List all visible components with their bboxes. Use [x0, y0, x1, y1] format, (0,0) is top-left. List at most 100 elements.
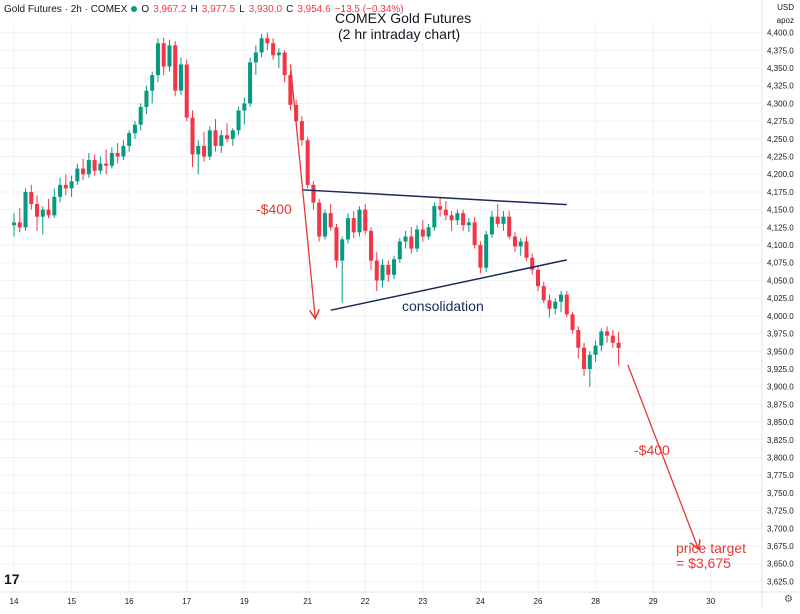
- candle-body: [616, 342, 621, 348]
- candle-body: [236, 110, 241, 131]
- y-tick-label: 4,225.0: [767, 153, 794, 162]
- candle-body: [363, 209, 368, 231]
- open-value: 3,967.2: [153, 3, 187, 15]
- candle-body: [403, 236, 408, 242]
- candle-body: [92, 160, 97, 171]
- tradingview-logo-icon[interactable]: 17: [4, 571, 20, 587]
- candle-body: [190, 117, 195, 155]
- candle-body: [167, 45, 172, 67]
- x-tick-label: 16: [125, 597, 134, 606]
- candle-body: [587, 354, 592, 369]
- symbol-header: Gold Futures · 2h · COMEX O 3,967.2 H 3,97…: [0, 0, 764, 18]
- candle-body: [98, 163, 103, 171]
- candle-body: [547, 300, 552, 309]
- unit-label[interactable]: apoz: [776, 16, 794, 25]
- candle-body: [58, 184, 63, 197]
- candle-body: [150, 75, 155, 91]
- y-tick-label: 4,300.0: [767, 99, 794, 108]
- candle-body: [259, 38, 264, 53]
- candle-body: [553, 301, 558, 309]
- symbol-label[interactable]: Gold Futures · 2h · COMEX: [4, 3, 128, 15]
- y-tick-label: 3,800.0: [767, 453, 794, 462]
- candle-body: [299, 121, 304, 141]
- candle-body: [397, 241, 402, 260]
- candle-body: [178, 64, 183, 91]
- candle-body: [443, 209, 448, 216]
- chart-subtitle: (2 hr intraday chart): [338, 26, 460, 42]
- y-tick-label: 4,200.0: [767, 170, 794, 179]
- candle-body: [501, 216, 506, 224]
- y-tick-label: 4,275.0: [767, 117, 794, 126]
- candle-body: [115, 152, 120, 157]
- candle-body: [605, 331, 610, 336]
- low-value: 3,930.0: [248, 3, 283, 15]
- x-tick-label: 29: [649, 597, 658, 606]
- low-label: L: [239, 3, 245, 15]
- candle-body: [351, 218, 356, 233]
- annotation-target-value: = $3,675: [676, 555, 731, 571]
- candle-body: [248, 62, 253, 104]
- candle-body: [219, 135, 224, 146]
- y-tick-label: 4,050.0: [767, 276, 794, 285]
- candle-body: [29, 191, 34, 204]
- y-tick-label: 4,400.0: [767, 29, 794, 38]
- candle-body: [559, 294, 564, 302]
- y-tick-label: 3,850.0: [767, 418, 794, 427]
- currency-label[interactable]: USD: [777, 3, 794, 12]
- x-tick-label: 22: [361, 597, 370, 606]
- candle-body: [489, 216, 494, 235]
- candle-body: [345, 218, 350, 240]
- y-tick-label: 4,325.0: [767, 82, 794, 91]
- candle-body: [132, 124, 137, 134]
- candle-body: [127, 133, 132, 146]
- candle-body: [86, 160, 91, 175]
- y-tick-label: 4,250.0: [767, 135, 794, 144]
- change-value: −13.5 (−0.34%): [334, 3, 404, 15]
- high-value: 3,977.5: [201, 3, 236, 15]
- y-tick-label: 3,875.0: [767, 400, 794, 409]
- candle-body: [507, 216, 512, 237]
- y-tick-label: 4,025.0: [767, 294, 794, 303]
- candle-body: [276, 52, 281, 56]
- candle-body: [541, 286, 546, 301]
- candle-body: [368, 230, 374, 261]
- y-tick-label: 4,350.0: [767, 64, 794, 73]
- y-tick-label: 4,150.0: [767, 206, 794, 215]
- candle-body: [207, 130, 212, 157]
- candle-body: [69, 181, 74, 189]
- y-tick-label: 3,825.0: [767, 436, 794, 445]
- candle-body: [138, 106, 143, 125]
- candle-body: [461, 213, 466, 226]
- y-tick-label: 4,075.0: [767, 259, 794, 268]
- candle-body: [17, 222, 22, 228]
- candle-body: [196, 145, 201, 155]
- candle-body: [271, 43, 276, 56]
- candle-body: [121, 145, 126, 157]
- candle-body: [484, 234, 489, 268]
- candle-body: [380, 264, 385, 281]
- candle-body: [392, 259, 397, 275]
- x-tick-label: 24: [476, 597, 485, 606]
- candle-body: [409, 236, 414, 249]
- high-label: H: [190, 3, 198, 15]
- candle-body: [81, 168, 86, 175]
- candle-body: [294, 104, 299, 122]
- candles: [11, 32, 621, 387]
- y-tick-label: 3,675.0: [767, 542, 794, 551]
- candle-body: [11, 222, 17, 226]
- candle-body: [582, 347, 587, 369]
- candle-body: [46, 209, 51, 216]
- candle-body: [63, 184, 68, 189]
- open-label: O: [141, 3, 150, 15]
- y-tick-label: 3,925.0: [767, 365, 794, 374]
- candle-body: [265, 38, 270, 44]
- x-tick-label: 28: [591, 597, 600, 606]
- candle-body: [242, 103, 247, 111]
- candle-body: [213, 130, 218, 146]
- x-tick-label: 19: [240, 597, 249, 606]
- drop-arrow-2: [627, 364, 698, 548]
- gear-icon[interactable]: ⚙: [784, 594, 793, 605]
- candle-body: [426, 227, 431, 237]
